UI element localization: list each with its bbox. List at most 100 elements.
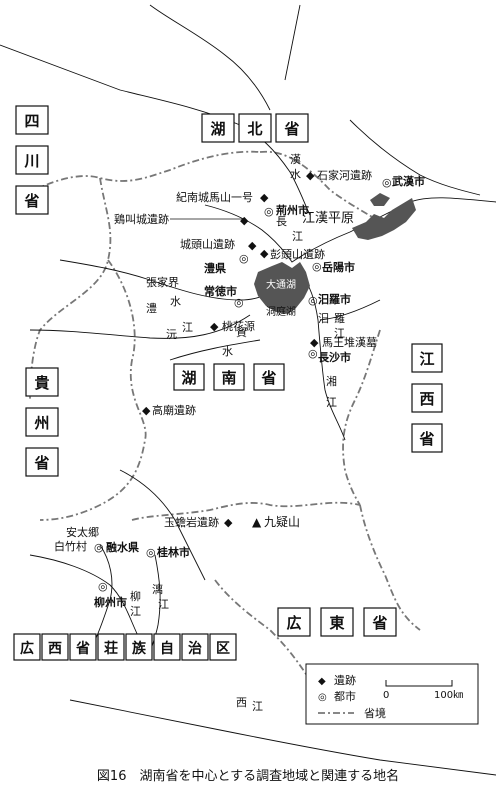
svg-text:江: 江 [419,350,434,368]
city-antai: 安太郷 [66,525,99,539]
svg-text:江: 江 [334,327,345,340]
province-jiangxi: 江 西 省 [411,343,443,453]
site-mawangdui: 馬王堆漢墓 [322,336,377,349]
province-hubei: 湖 北 省 [201,113,309,143]
site-marker: ◆ [248,239,257,252]
city-baizhu: 白竹村 [54,539,87,553]
svg-text:自: 自 [160,640,174,657]
svg-text:区: 区 [216,641,230,657]
svg-text:東: 東 [329,614,344,632]
svg-text:州: 州 [33,414,49,432]
river-miluo: 汨 [318,312,329,325]
site-marker: ◆ [240,214,249,227]
svg-text:治: 治 [188,640,202,657]
river-han: 漢 [290,153,301,166]
svg-text:水: 水 [170,295,181,308]
province-guangxi: 広 西 省 荘 族 自 治 区 [13,633,237,661]
legend-city-label: 都市 [334,689,356,703]
province-borders [19,150,421,681]
legend-city-marker: ◎ [318,692,327,703]
jianghan-lakes [352,198,416,240]
svg-text:湖: 湖 [210,120,225,138]
svg-text:南: 南 [221,369,236,387]
zhangjiajie: 張家界 [146,275,179,289]
svg-text:北: 北 [247,120,262,138]
province-sichuan: 四 川 省 [15,105,49,215]
city-marker: ◎ [98,580,108,593]
cities: ◎ 武漢市 ◎ 荊州市 ◎ 澧県 ◎ 岳陽市 常徳市 ◎ ◎ 汨羅市 ◎ 長沙市… [54,174,425,609]
svg-text:西: 西 [48,641,62,657]
city-marker: ◎ [94,541,104,554]
svg-text:省: 省 [33,454,49,472]
river-li: 澧 [146,301,157,315]
city-marker: ◎ [308,347,318,360]
city-marker: ◎ [146,546,156,559]
city-marker: ◎ [382,176,392,189]
svg-text:水: 水 [222,345,233,358]
lakes [254,193,416,314]
river-labels: 漢 水 長 江 澧 水 沅 江 資 水 汨 羅 江 湘 江 漓 江 柳 江 西 … [130,153,345,713]
svg-text:族: 族 [132,640,147,657]
river-li2: 漓 [152,582,163,596]
city-liuzhou: 柳州市 [94,595,127,609]
province-guizhou: 貴 州 省 [25,367,59,477]
site-marker: ◆ [210,320,219,333]
mountain-marker: ▲ [252,515,262,529]
svg-text:貴: 貴 [34,374,49,392]
city-miluo: 汨羅市 [318,292,351,306]
city-marker: ◎ [308,294,318,307]
legend-border-label: 省境 [364,706,386,720]
site-jijiaocheng: 鶏叫城遺跡 [114,212,169,226]
scale-end: 100㎞ [434,689,463,701]
svg-text:省: 省 [75,640,90,657]
province-hunan: 湖 南 省 [173,363,285,391]
river-zi: 資 [236,326,247,339]
svg-text:省: 省 [260,369,276,387]
svg-text:省: 省 [283,120,299,138]
site-marker: ◆ [306,169,315,182]
svg-text:水: 水 [290,168,301,181]
site-gaomiao: 高廟遺跡 [152,403,196,417]
city-wuhan: 武漢市 [392,174,425,188]
svg-text:西: 西 [419,390,434,408]
city-jingzhou: 荊州市 [275,203,309,217]
places: 江漢平原 張家界 大通湖 洞庭湖 ▲ 九疑山 [146,211,354,529]
site-yuchanyan: 玉蟾岩遺跡 [164,515,219,529]
site-marker: ◆ [224,516,233,529]
datong-lake: 大通湖 [266,278,296,291]
jianghan-plain: 江漢平原 [302,211,354,226]
province-guangdong: 広 東 省 [277,607,397,637]
city-marker: ◎ [239,252,249,265]
site-marker: ◆ [260,247,269,260]
site-marker: ◆ [310,336,319,349]
river-chang: 長 [276,215,287,228]
svg-text:江: 江 [158,598,169,611]
site-marker: ◆ [142,404,151,417]
legend: ◆ 遺跡 ◎ 都市 0 100㎞ 省境 [305,663,479,725]
figure-caption: 図16 湖南省を中心とする調査地域と関連する地名 [97,768,399,784]
legend-site-marker: ◆ [318,676,326,687]
site-shijiahe: 石家河遺跡 [317,168,372,182]
site-taohuayuan: 桃花源 [222,319,255,333]
svg-text:広: 広 [286,614,301,632]
svg-text:江: 江 [326,396,337,409]
svg-text:江: 江 [252,700,263,713]
svg-text:湖: 湖 [181,369,196,387]
city-rongshui: 融水県 [106,540,139,554]
svg-text:川: 川 [23,152,39,170]
city-marker: ◎ [264,205,274,218]
dongting-lake-label: 洞庭湖 [266,305,296,318]
svg-text:荘: 荘 [104,640,118,657]
river-xi: 西 [236,696,247,709]
site-marker: ◆ [260,191,269,204]
jiuyi-mountain: 九疑山 [264,514,300,529]
scale-start: 0 [383,690,389,701]
city-marker: ◎ [234,296,244,309]
sites: ◆ 石家河遺跡 紀南城馬山一号 ◆ 鶏叫城遺跡 ◆ 城頭山遺跡 ◆ ◆ 彭頭山遺… [114,168,377,529]
site-chengtoushan: 城頭山遺跡 [180,237,235,251]
svg-text:四: 四 [24,112,39,130]
svg-text:江: 江 [130,605,141,618]
city-changsha: 長沙市 [318,350,351,364]
site-jinancheng: 紀南城馬山一号 [176,191,253,204]
